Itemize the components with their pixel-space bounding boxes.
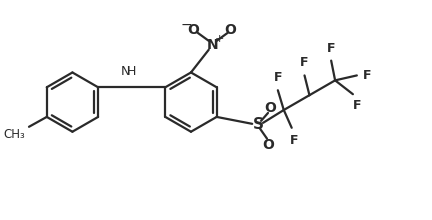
Text: F: F [353, 99, 361, 112]
Text: O: O [262, 138, 274, 152]
Text: F: F [273, 71, 282, 84]
Text: F: F [327, 42, 335, 55]
Text: +: + [215, 34, 224, 44]
Text: N: N [121, 65, 130, 78]
Text: F: F [300, 57, 309, 70]
Text: N: N [207, 38, 219, 52]
Text: CH₃: CH₃ [3, 128, 25, 141]
Text: O: O [187, 23, 199, 37]
Text: F: F [363, 69, 371, 82]
Text: S: S [253, 117, 264, 132]
Text: H: H [127, 65, 137, 78]
Text: O: O [225, 23, 236, 37]
Text: −: − [180, 18, 192, 32]
Text: F: F [289, 134, 298, 147]
Text: O: O [264, 101, 276, 115]
